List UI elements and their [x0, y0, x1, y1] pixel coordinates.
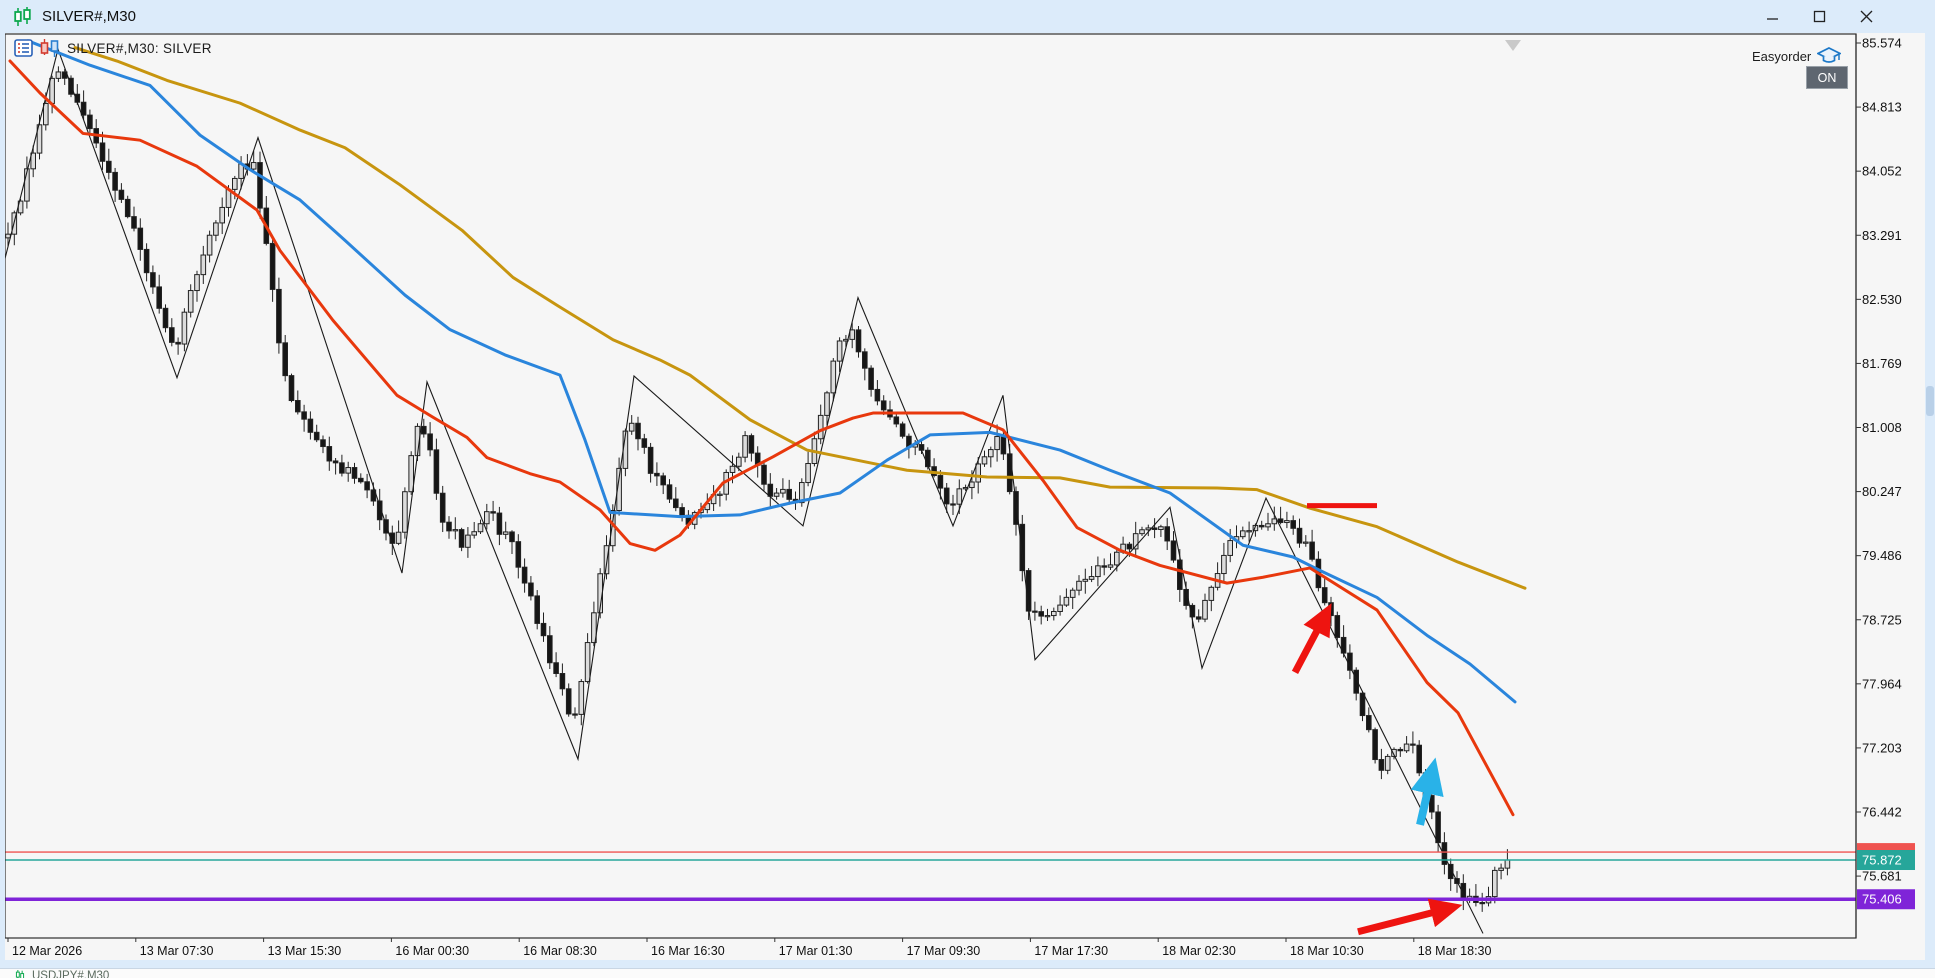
svg-text:84.052: 84.052	[1862, 164, 1902, 179]
ma-fast-red	[8, 59, 1515, 817]
svg-text:82.530: 82.530	[1862, 292, 1902, 307]
status-strip	[0, 960, 1935, 968]
svg-text:18 Mar 10:30: 18 Mar 10:30	[1290, 944, 1364, 958]
svg-text:12 Mar 2026: 12 Mar 2026	[12, 944, 82, 958]
ohlc-list-icon[interactable]	[14, 39, 33, 57]
svg-text:77.964: 77.964	[1862, 676, 1902, 691]
chart-tab-usdjpy[interactable]: USDJPY#,M30	[14, 970, 109, 978]
plot-layer	[0, 39, 1856, 936]
chart-header: SILVER#,M30: SILVER	[14, 39, 212, 57]
svg-text:81.008: 81.008	[1862, 420, 1902, 435]
bid-badge	[1857, 850, 1915, 871]
time-axis: 12 Mar 2026 13 Mar 07:30 13 Mar 15:30 16 Ma…	[7, 938, 1492, 958]
easyorder-label: Easyorder	[1752, 48, 1812, 64]
svg-text:16 Mar 16:30: 16 Mar 16:30	[651, 944, 725, 958]
graduation-cap-icon[interactable]	[1817, 46, 1842, 66]
title-bar: SILVER#,M30	[0, 0, 1935, 33]
svg-text:76.442: 76.442	[1862, 805, 1902, 820]
red-arrow-up-2[interactable]	[1357, 898, 1463, 936]
svg-text:81.769: 81.769	[1862, 356, 1902, 371]
candlestick-app-icon	[14, 6, 31, 26]
svg-text:13 Mar 15:30: 13 Mar 15:30	[268, 944, 342, 958]
svg-text:17 Mar 17:30: 17 Mar 17:30	[1034, 944, 1108, 958]
zigzag-line	[0, 47, 1484, 934]
svg-text:17 Mar 09:30: 17 Mar 09:30	[907, 944, 981, 958]
right-scrollbar-thumb[interactable]	[1926, 386, 1934, 416]
svg-text:75.681: 75.681	[1862, 869, 1902, 884]
chart-tab-label: USDJPY#,M30	[32, 970, 110, 978]
chart-tab-bar: USDJPY#,M30	[0, 968, 1935, 978]
maximize-button[interactable]	[1796, 0, 1843, 33]
svg-text:78.725: 78.725	[1862, 612, 1902, 627]
window-left-edge	[0, 33, 5, 960]
svg-text:75.406: 75.406	[1862, 892, 1902, 907]
svg-text:17 Mar 01:30: 17 Mar 01:30	[779, 944, 853, 958]
purple-level-badge	[1857, 889, 1915, 910]
svg-text:77.203: 77.203	[1862, 740, 1902, 755]
svg-text:13 Mar 07:30: 13 Mar 07:30	[140, 944, 214, 958]
svg-text:83.291: 83.291	[1862, 228, 1902, 243]
red-arrow-up-1[interactable]	[1291, 603, 1332, 675]
price-axis: 85.574 84.813 84.052 83.291 82.530 81.769 81.0…	[1855, 34, 1915, 938]
svg-text:16 Mar 00:30: 16 Mar 00:30	[395, 944, 469, 958]
tab-candlestick-icon	[15, 970, 25, 978]
window-title: SILVER#,M30	[42, 8, 136, 25]
svg-text:75.872: 75.872	[1862, 853, 1902, 868]
minimize-button[interactable]	[1749, 0, 1796, 33]
svg-text:18 Mar 18:30: 18 Mar 18:30	[1418, 944, 1492, 958]
chart-mode-candles-icon[interactable]	[40, 39, 60, 57]
window-right-edge	[1925, 33, 1935, 960]
close-button[interactable]	[1843, 0, 1890, 33]
svg-text:85.574: 85.574	[1862, 36, 1902, 51]
easyorder-on-button[interactable]: ON	[1806, 66, 1848, 89]
easyorder-panel: Easyorder	[1752, 46, 1842, 66]
svg-text:80.247: 80.247	[1862, 484, 1902, 499]
cyan-arrow-up[interactable]	[1410, 757, 1444, 826]
svg-text:84.813: 84.813	[1862, 100, 1902, 115]
svg-text:16 Mar 08:30: 16 Mar 08:30	[523, 944, 597, 958]
ma-slow-gold	[73, 46, 1527, 590]
svg-text:18 Mar 02:30: 18 Mar 02:30	[1162, 944, 1236, 958]
symbol-period-label: SILVER#,M30: SILVER	[67, 40, 212, 56]
chart-shift-marker[interactable]	[1505, 40, 1521, 51]
ma-mid-blue	[26, 39, 1517, 704]
svg-text:79.486: 79.486	[1862, 548, 1902, 563]
